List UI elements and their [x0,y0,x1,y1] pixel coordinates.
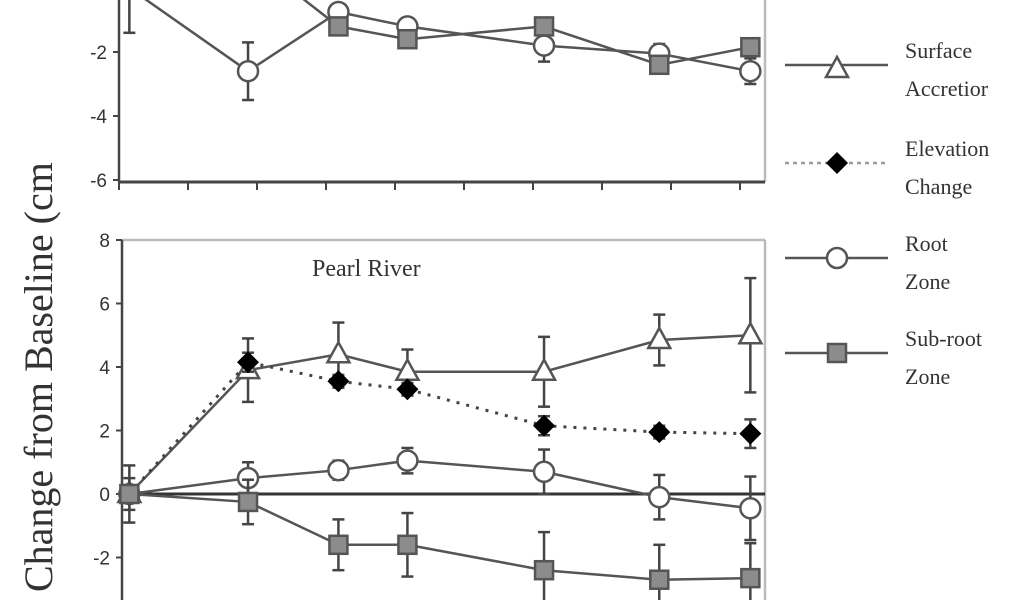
legend-label-line2: Zone [905,364,950,389]
y-tick-label: -2 [93,549,110,570]
data-point [397,28,418,50]
data-point [532,460,556,484]
y-tick-label: 6 [99,295,110,316]
legend-item: Root Zone [785,231,950,294]
data-point [737,320,764,345]
panel-title: Pearl River [312,256,421,282]
data-point [740,36,761,58]
legend-item: Sub-root Zone [785,326,982,389]
legend-item: Surface Accretior [785,38,989,101]
legend-label-line2: Change [905,174,972,199]
data-point [739,497,762,520]
series-line [128,334,751,495]
data-point [327,370,350,393]
data-point [236,59,260,83]
legend-label-line1: Surface [905,38,972,63]
data-point [328,534,349,556]
series-surface-accretion [116,276,764,504]
series-root-zone [123,0,762,102]
y-tick-label: 4 [99,358,110,379]
series-sub-root-zone [119,476,761,600]
data-point [237,351,260,374]
data-point [328,16,349,37]
legend-label-line2: Zone [905,269,950,294]
data-point [396,378,419,401]
y-tick-label: 8 [99,231,110,252]
data-point [646,325,673,350]
data-point [648,421,671,444]
y-tick-label: 0 [99,485,110,506]
square-icon [826,342,848,364]
legend-item: Elevation Change [785,136,989,199]
legend-label-line1: Root [905,231,948,256]
data-point [325,339,352,364]
data-point [119,483,140,505]
y-axis-label: Change from Baseline (cm [16,162,61,592]
data-point [533,414,556,437]
data-point [327,458,350,482]
diamond-icon [826,152,848,174]
bottom-panel: 8 6 4 2 0 -2 [93,231,767,600]
data-point [533,559,555,581]
legend-label-line2: Accretior [905,76,989,101]
data-point [739,422,762,445]
y-tick-label: -6 [90,171,107,192]
data-point [530,357,558,382]
legend: SurfaceAccretiorElevationChangeRootZoneS… [785,38,989,389]
data-point [237,491,259,513]
top-panel: -2 -4 -6 [90,0,767,192]
data-point [649,54,670,76]
triangle-icon [823,54,851,79]
circle-icon [825,246,849,270]
y-tick-label: -4 [90,107,107,128]
data-point [397,534,418,556]
y-tick-label: -2 [90,43,107,64]
y-tick-label: 2 [99,422,110,443]
series-sub-root-zone [302,0,761,76]
legend-label-line1: Sub-root [905,326,982,351]
legend-label-line1: Elevation [905,136,989,161]
data-point [739,59,762,83]
data-point [396,449,419,472]
data-point [533,16,555,37]
data-point [648,485,671,509]
data-point [532,34,556,57]
data-point [649,569,670,590]
data-point [740,567,761,589]
